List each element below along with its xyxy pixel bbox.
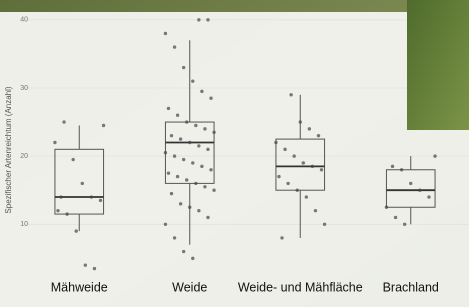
data-point: [194, 124, 197, 127]
data-point: [71, 158, 74, 161]
data-point: [391, 165, 394, 168]
data-point: [302, 161, 305, 164]
data-point: [296, 189, 299, 192]
data-point: [305, 195, 308, 198]
data-point: [212, 189, 215, 192]
chart: Spezifischer Artenreichtum (Anzahl) 10 20…: [0, 0, 469, 307]
data-point: [418, 189, 421, 192]
data-point: [84, 263, 87, 266]
data-point: [53, 141, 56, 144]
data-point: [170, 134, 173, 137]
data-point: [409, 182, 412, 185]
data-point: [173, 45, 176, 48]
data-point: [206, 18, 209, 21]
data-point: [188, 206, 191, 209]
data-point: [320, 168, 323, 171]
data-point: [212, 131, 215, 134]
data-point: [167, 107, 170, 110]
data-point: [194, 182, 197, 185]
data-point: [65, 212, 68, 215]
data-point: [176, 175, 179, 178]
data-point: [182, 66, 185, 69]
data-point: [323, 223, 326, 226]
data-point: [173, 154, 176, 157]
data-point: [164, 151, 167, 154]
data-point: [286, 182, 289, 185]
y-tick-label: 20: [20, 153, 28, 160]
data-point: [299, 120, 302, 123]
x-tick-label: Weide: [172, 280, 207, 294]
data-point: [59, 195, 62, 198]
data-point: [400, 168, 403, 171]
plot-panel: [0, 12, 469, 307]
data-point: [274, 141, 277, 144]
data-point: [203, 185, 206, 188]
x-tick-label: Brachland: [383, 280, 439, 294]
data-point: [317, 134, 320, 137]
data-point: [164, 223, 167, 226]
data-point: [314, 209, 317, 212]
data-point: [277, 175, 280, 178]
data-point: [191, 79, 194, 82]
y-axis-label: Spezifischer Artenreichtum (Anzahl): [4, 86, 13, 214]
data-point: [385, 206, 388, 209]
data-point: [56, 209, 59, 212]
data-point: [81, 182, 84, 185]
data-point: [206, 216, 209, 219]
data-point: [203, 127, 206, 130]
data-point: [62, 120, 65, 123]
data-point: [200, 90, 203, 93]
data-point: [209, 96, 212, 99]
data-point: [394, 216, 397, 219]
data-point: [197, 144, 200, 147]
data-point: [289, 93, 292, 96]
data-point: [191, 257, 194, 260]
data-point: [99, 199, 102, 202]
data-point: [308, 127, 311, 130]
data-point: [170, 192, 173, 195]
data-point: [90, 195, 93, 198]
data-point: [93, 267, 96, 270]
data-point: [173, 236, 176, 239]
x-tick-label: Mähweide: [51, 280, 108, 294]
data-point: [197, 209, 200, 212]
data-point: [311, 165, 314, 168]
photo-overlay: [407, 0, 469, 130]
data-point: [209, 168, 212, 171]
data-point: [188, 141, 191, 144]
data-point: [403, 223, 406, 226]
data-point: [185, 178, 188, 181]
data-point: [283, 148, 286, 151]
data-point: [433, 154, 436, 157]
data-point: [182, 250, 185, 253]
data-point: [280, 236, 283, 239]
y-tick-label: 40: [20, 17, 28, 24]
data-point: [102, 124, 105, 127]
data-point: [176, 114, 179, 117]
page: Spezifischer Artenreichtum (Anzahl) 10 20…: [0, 0, 469, 307]
data-point: [292, 154, 295, 157]
y-tick-label: 30: [20, 85, 28, 92]
data-point: [200, 165, 203, 168]
data-point: [167, 171, 170, 174]
data-point: [206, 148, 209, 151]
x-tick-label: Weide- und Mähfläche: [238, 280, 363, 294]
data-point: [164, 32, 167, 35]
data-point: [179, 137, 182, 140]
data-point: [427, 195, 430, 198]
data-point: [179, 202, 182, 205]
data-point: [185, 120, 188, 123]
y-tick-label: 10: [20, 221, 28, 228]
data-point: [75, 229, 78, 232]
data-point: [182, 158, 185, 161]
data-point: [197, 18, 200, 21]
data-point: [191, 161, 194, 164]
